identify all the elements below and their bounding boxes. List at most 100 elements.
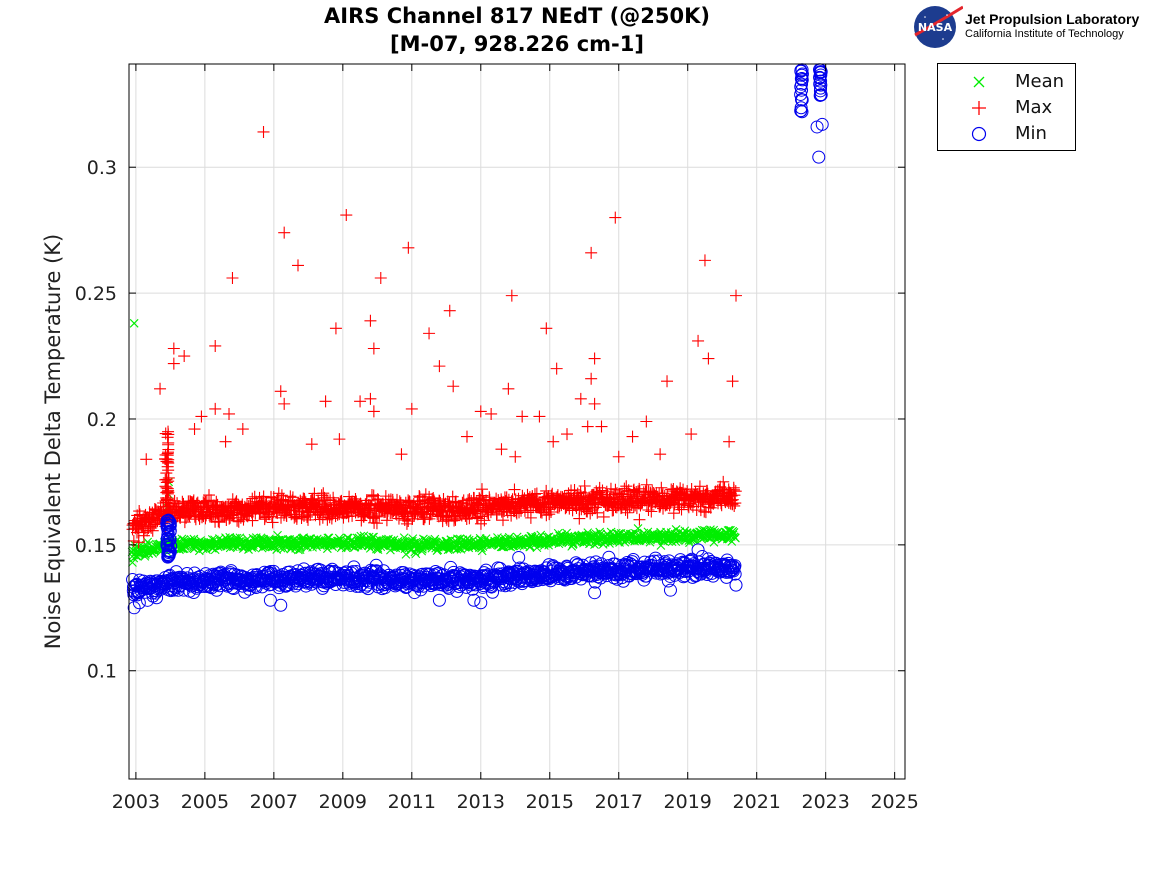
- max-point: [266, 516, 279, 529]
- max-point: [717, 475, 730, 488]
- chart-title: AIRS Channel 817 NEdT (@250K) [M-07, 928…: [129, 2, 905, 58]
- max-point: [460, 513, 473, 526]
- min-point: [795, 68, 809, 82]
- y-axis-label: Noise Equivalent Delta Temperature (K): [41, 234, 65, 650]
- max-point: [661, 375, 674, 388]
- max-point: [505, 289, 518, 302]
- max-point: [405, 402, 418, 415]
- max-point: [640, 478, 653, 491]
- max-point: [416, 494, 429, 507]
- max-point: [521, 506, 534, 519]
- chart-title-line1: AIRS Channel 817 NEdT (@250K): [324, 4, 710, 28]
- max-point: [340, 209, 353, 222]
- legend-label-min: Min: [1015, 123, 1047, 144]
- max-point: [692, 334, 705, 347]
- max-point: [573, 512, 586, 525]
- max-point: [471, 512, 484, 525]
- min-point: [691, 543, 705, 557]
- max-point: [485, 407, 498, 420]
- min-point: [795, 105, 809, 119]
- max-point: [423, 327, 436, 340]
- x-tick-label: 2009: [319, 791, 367, 813]
- legend: Mean Max Min: [937, 63, 1076, 151]
- max-point: [146, 524, 159, 537]
- max-point: [574, 392, 587, 405]
- max-point: [274, 385, 287, 398]
- max-point: [364, 392, 377, 405]
- max-point: [509, 450, 522, 463]
- x-tick-label: 2017: [595, 791, 643, 813]
- max-point: [698, 254, 711, 267]
- max-point: [640, 415, 653, 428]
- x-tick-label: 2005: [181, 791, 229, 813]
- y-tick-label: 0.1: [87, 661, 117, 683]
- max-point: [447, 380, 460, 393]
- min-point: [729, 578, 743, 592]
- max-point: [162, 499, 175, 512]
- min-point: [794, 101, 808, 115]
- max-point: [395, 448, 408, 461]
- x-marker-icon: [973, 76, 985, 88]
- min-point: [167, 583, 181, 597]
- max-point: [132, 536, 145, 549]
- max-point: [694, 504, 707, 517]
- mean-point: [128, 558, 137, 567]
- max-point: [446, 490, 459, 503]
- max-point: [702, 352, 715, 365]
- max-point: [140, 453, 153, 466]
- caltech-name: California Institute of Technology: [965, 28, 1124, 40]
- max-point: [609, 211, 622, 224]
- min-point: [127, 601, 141, 615]
- y-tick-label: 0.2: [87, 409, 117, 431]
- max-point: [655, 481, 668, 494]
- max-point: [585, 246, 598, 259]
- jpl-logo: NASA Jet Propulsion Laboratory Californi…: [913, 5, 1163, 49]
- max-point: [380, 514, 393, 527]
- max-point: [161, 460, 174, 473]
- x-tick-label: 2007: [250, 791, 298, 813]
- min-point: [812, 150, 826, 164]
- legend-item-mean: Mean: [938, 69, 1075, 95]
- max-point: [367, 342, 380, 355]
- max-point: [160, 455, 173, 468]
- max-point: [333, 433, 346, 446]
- min-point: [161, 513, 175, 527]
- max-point: [730, 289, 743, 302]
- min-point: [512, 550, 526, 564]
- min-point: [486, 585, 500, 599]
- max-point: [365, 490, 378, 503]
- max-point: [654, 448, 667, 461]
- max-point: [167, 357, 180, 370]
- min-point: [728, 567, 742, 581]
- min-point: [274, 598, 288, 612]
- mean-point: [455, 534, 465, 544]
- max-point: [626, 430, 639, 443]
- max-point: [181, 509, 194, 522]
- x-tick-label: 2011: [388, 791, 436, 813]
- min-point: [378, 572, 392, 586]
- jpl-name: Jet Propulsion Laboratory: [965, 11, 1140, 27]
- max-point: [236, 423, 249, 436]
- max-point: [729, 485, 742, 498]
- max-point: [272, 487, 285, 500]
- max-point: [427, 491, 440, 504]
- max-point: [223, 407, 236, 420]
- max-point: [667, 507, 680, 520]
- max-point: [726, 493, 739, 506]
- max-point: [374, 271, 387, 284]
- max-point: [595, 420, 608, 433]
- max-point: [340, 507, 353, 520]
- mean-point: [656, 541, 666, 550]
- nasa-meatball-icon: NASA: [914, 5, 963, 48]
- mean-point: [276, 543, 286, 553]
- max-point: [726, 375, 739, 388]
- max-point: [167, 342, 180, 355]
- x-tick-label: 2023: [801, 791, 849, 813]
- min-point: [663, 583, 677, 597]
- max-point: [581, 420, 594, 433]
- max-point: [719, 496, 732, 509]
- max-point: [561, 428, 574, 441]
- min-point: [502, 565, 516, 579]
- axes-box: [128, 63, 906, 780]
